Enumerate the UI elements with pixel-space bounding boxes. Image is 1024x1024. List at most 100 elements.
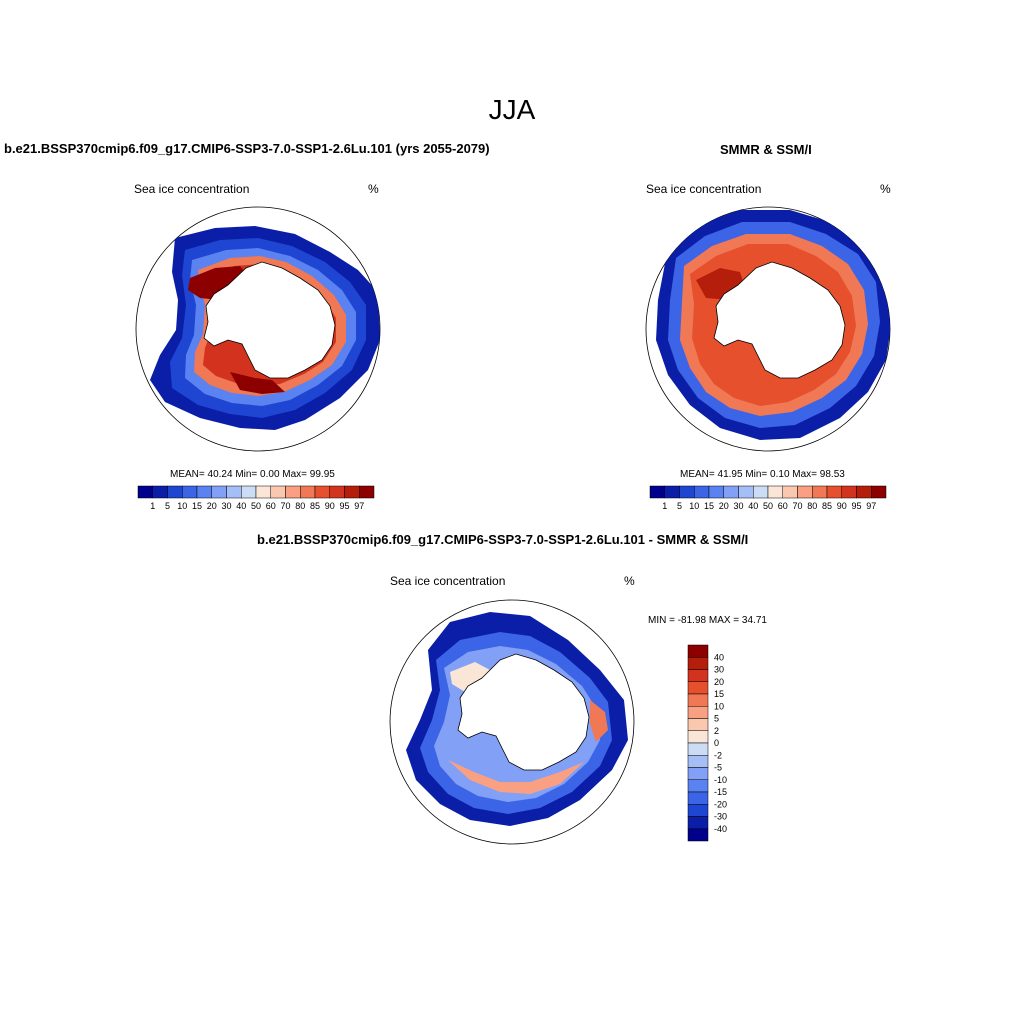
panel2-units: % [880, 182, 891, 196]
colorbar-swatch [687, 816, 709, 829]
panel2-colorbar: 1 5 10 15 20 30 40 50 60 70 80 85 90 95 97 [649, 485, 887, 511]
colorbar-tick-label: 5 [677, 501, 682, 511]
colorbar-tick-label: 90 [837, 501, 847, 511]
colorbar-swatch [687, 791, 709, 805]
panel2-map [645, 206, 891, 452]
colorbar-swatch [687, 767, 709, 780]
colorbar-swatch [738, 485, 754, 499]
colorbar-swatch [285, 485, 301, 499]
colorbar-tick-label: -2 [714, 750, 722, 760]
colorbar-tick-label: 90 [325, 501, 335, 511]
colorbar-tick-label: 60 [266, 501, 276, 511]
colorbar-tick-label: 15 [192, 501, 202, 511]
colorbar-tick-label: 30 [221, 501, 231, 511]
panel1-left-label: Sea ice concentration [134, 182, 250, 196]
colorbar-tick-label: 20 [714, 677, 724, 687]
colorbar-tick-label: 85 [822, 501, 832, 511]
colorbar-tick-label: 95 [851, 501, 861, 511]
panel1-units: % [368, 182, 379, 196]
colorbar-swatch [152, 485, 168, 499]
colorbar-swatch [856, 485, 872, 499]
colorbar-tick-label: 1 [662, 501, 667, 511]
colorbar-tick-label: 80 [807, 501, 817, 511]
colorbar-tick-label: 2 [714, 726, 719, 736]
colorbar-swatch [359, 485, 375, 499]
colorbar-swatch [649, 485, 665, 499]
colorbar-tick-label: 50 [251, 501, 261, 511]
panel3-title: b.e21.BSSP370cmip6.f09_g17.CMIP6-SSP3-7.… [257, 532, 749, 547]
colorbar-swatch [314, 485, 330, 499]
colorbar-swatch [687, 706, 709, 719]
colorbar-tick-label: 1 [150, 501, 155, 511]
colorbar-swatch [708, 485, 724, 499]
colorbar-swatch [687, 669, 709, 682]
colorbar-tick-label: -40 [714, 824, 727, 834]
colorbar-tick-label: 97 [866, 501, 876, 511]
colorbar-swatch [687, 718, 709, 731]
colorbar-swatch [871, 485, 887, 499]
panel2-left-label: Sea ice concentration [646, 182, 762, 196]
colorbar-tick-label: 15 [704, 501, 714, 511]
colorbar-tick-label: 5 [165, 501, 170, 511]
colorbar-swatch [782, 485, 798, 499]
colorbar-tick-label: 0 [714, 738, 719, 748]
colorbar-tick-label: 5 [714, 714, 719, 724]
panel1-stats: MEAN= 40.24 Min= 0.00 Max= 99.95 [170, 469, 335, 480]
colorbar-swatch [255, 485, 271, 499]
colorbar-swatch [687, 730, 709, 744]
colorbar-swatch [797, 485, 813, 499]
colorbar-swatch [687, 693, 709, 707]
colorbar-tick-label: 85 [310, 501, 320, 511]
panel3-left-label: Sea ice concentration [390, 574, 506, 588]
colorbar-tick-label: 10 [689, 501, 699, 511]
colorbar-tick-label: -20 [714, 799, 727, 809]
colorbar-swatch [687, 804, 709, 817]
colorbar-tick-label: 30 [714, 665, 724, 675]
figure-title: JJA [488, 94, 536, 125]
colorbar-swatch [826, 485, 842, 499]
colorbar-tick-label: 50 [763, 501, 773, 511]
colorbar-swatch [182, 485, 198, 499]
colorbar-swatch [687, 681, 709, 695]
colorbar-tick-label: 20 [719, 501, 729, 511]
colorbar-swatch [687, 755, 709, 768]
colorbar-tick-label: 60 [778, 501, 788, 511]
panel2-stats: MEAN= 41.95 Min= 0.10 Max= 98.53 [680, 469, 845, 480]
colorbar-swatch [687, 828, 709, 842]
colorbar-tick-label: 70 [280, 501, 290, 511]
colorbar-swatch [679, 485, 695, 499]
colorbar-swatch [196, 485, 212, 499]
colorbar-swatch [344, 485, 360, 499]
colorbar-swatch [329, 485, 345, 499]
colorbar-tick-label: 10 [714, 701, 724, 711]
colorbar-swatch [664, 485, 680, 499]
colorbar-swatch [300, 485, 316, 499]
colorbar-swatch [767, 485, 783, 499]
colorbar-tick-label: 40 [714, 652, 724, 662]
colorbar-tick-label: 30 [733, 501, 743, 511]
colorbar-tick-label: -10 [714, 775, 727, 785]
colorbar-tick-label: 20 [207, 501, 217, 511]
colorbar-tick-label: 40 [236, 501, 246, 511]
colorbar-swatch [694, 485, 710, 499]
colorbar-tick-label: 10 [177, 501, 187, 511]
colorbar-swatch [211, 485, 227, 499]
colorbar-tick-label: -5 [714, 763, 722, 773]
panel1-colorbar: 1 5 10 15 20 30 40 50 60 70 80 85 90 95 97 [137, 485, 375, 511]
colorbar-swatch [687, 657, 709, 670]
colorbar-swatch [687, 644, 709, 658]
panel3-stats: MIN = -81.98 MAX = 34.71 [648, 615, 767, 626]
colorbar-swatch [226, 485, 242, 499]
colorbar-tick-label: -30 [714, 812, 727, 822]
panel2-title: SMMR & SSM/I [720, 142, 812, 157]
colorbar-tick-label: 70 [792, 501, 802, 511]
colorbar-swatch [841, 485, 857, 499]
panel3-units: % [624, 574, 635, 588]
colorbar-tick-label: 97 [354, 501, 364, 511]
colorbar-swatch [167, 485, 183, 499]
colorbar-swatch [723, 485, 739, 499]
colorbar-tick-label: 15 [714, 689, 724, 699]
colorbar-tick-label: 40 [748, 501, 758, 511]
